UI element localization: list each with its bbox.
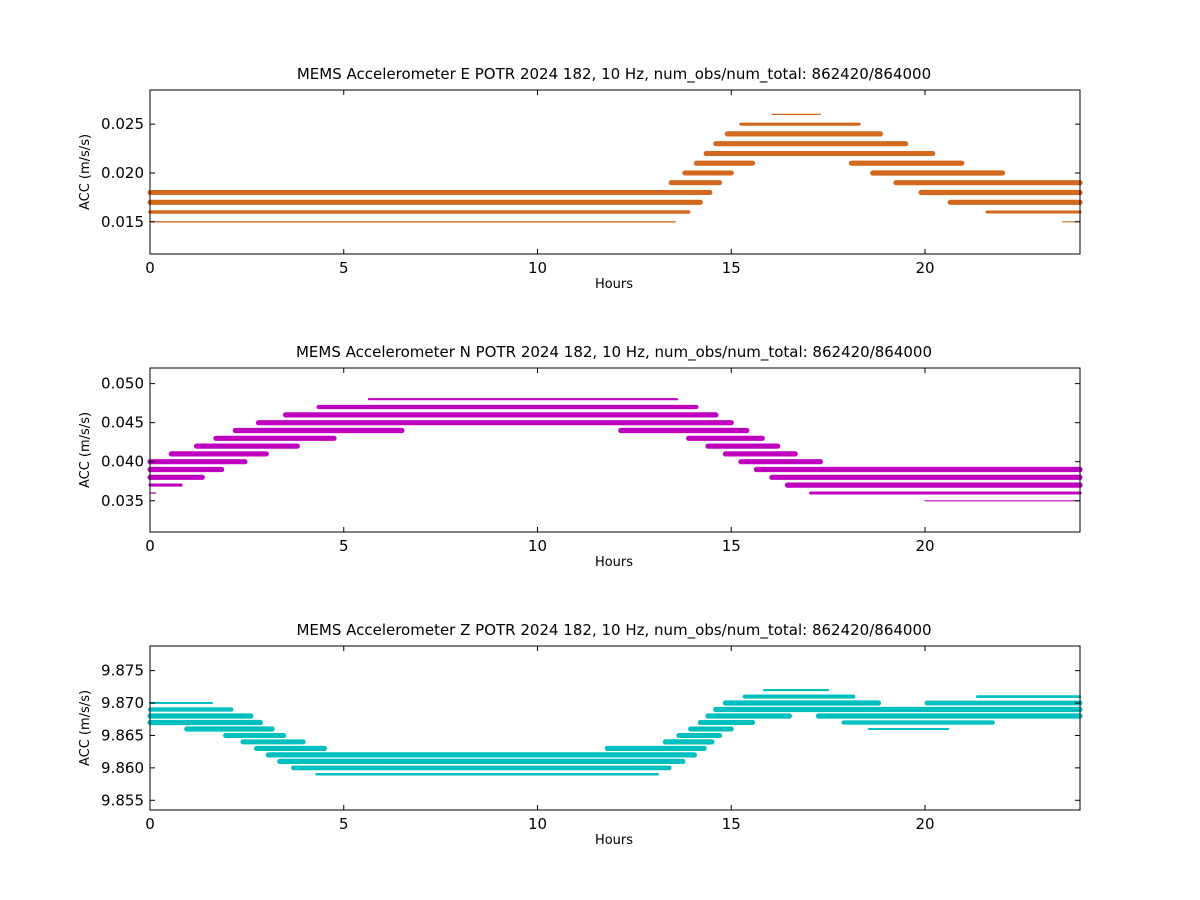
panel-n-xtick-label: 15 [722, 537, 741, 555]
panel-n-xlabel: Hours [595, 555, 633, 570]
panel-e-xtick-label: 0 [145, 259, 155, 277]
panel-z-ytick-label: 9.855 [101, 791, 144, 809]
panel-e-xtick-label: 20 [915, 259, 934, 277]
panel-n-ytick-label: 0.040 [101, 453, 144, 471]
panel-z: MEMS Accelerometer Z POTR 2024 182, 10 H… [78, 621, 1083, 848]
panel-n-plot-area [147, 398, 1083, 502]
panel-e-xlabel: Hours [595, 277, 633, 292]
panel-z-ytick-label: 9.875 [101, 662, 144, 680]
panel-z-xtick-label: 5 [339, 815, 349, 833]
panel-n-ytick-label: 0.035 [101, 492, 144, 510]
panel-z-xtick-label: 10 [528, 815, 547, 833]
panel-e-xtick-label: 5 [339, 259, 349, 277]
panel-z-xtick-label: 15 [722, 815, 741, 833]
panel-z-plot-area [147, 689, 1083, 776]
panel-z-ylabel: ACC (m/s/s) [78, 690, 93, 766]
panel-e-ylabel: ACC (m/s/s) [78, 134, 93, 210]
panel-z-ytick-label: 9.865 [101, 726, 144, 744]
panel-n-axes-frame [149, 367, 1081, 533]
panel-n: MEMS Accelerometer N POTR 2024 182, 10 H… [78, 343, 1083, 570]
panel-e-ytick-label: 0.015 [101, 213, 144, 231]
panel-n-xtick-label: 5 [339, 537, 349, 555]
panel-e-xtick-label: 15 [722, 259, 741, 277]
panel-n-xtick-label: 0 [145, 537, 155, 555]
panel-z-ytick-label: 9.870 [101, 694, 144, 712]
panel-n-xtick-label: 20 [915, 537, 934, 555]
panel-e-axes-frame [149, 89, 1081, 255]
panel-n-ytick-label: 0.050 [101, 375, 144, 393]
panel-z-ytick-label: 9.860 [101, 759, 144, 777]
panel-z-ticks: 0 5 10 15 20 9.855 9.860 9.865 9.870 9.875 [101, 646, 1080, 833]
panel-e-ytick-label: 0.020 [101, 164, 144, 182]
panel-z-xtick-label: 0 [145, 815, 155, 833]
panel-e-plot-area [147, 113, 1083, 223]
panel-e-title: MEMS Accelerometer E POTR 2024 182, 10 H… [297, 65, 931, 84]
panel-n-ylabel: ACC (m/s/s) [78, 412, 93, 488]
panel-z-xlabel: Hours [595, 833, 633, 848]
panel-e-xtick-label: 10 [528, 259, 547, 277]
panel-e-ticks: 0 5 10 15 20 0.015 0.020 0.025 [101, 90, 1080, 277]
panel-e-ytick-label: 0.025 [101, 115, 144, 133]
panel-n-ytick-label: 0.045 [101, 414, 144, 432]
panel-z-xtick-label: 20 [915, 815, 934, 833]
panel-z-axes-frame [149, 645, 1081, 811]
panel-z-title: MEMS Accelerometer Z POTR 2024 182, 10 H… [296, 621, 931, 640]
panel-n-xtick-label: 10 [528, 537, 547, 555]
panel-n-ticks: 0 5 10 15 20 0.035 0.040 0.045 0.050 [101, 368, 1080, 555]
panel-n-title: MEMS Accelerometer N POTR 2024 182, 10 H… [296, 343, 932, 362]
panel-e: MEMS Accelerometer E POTR 2024 182, 10 H… [78, 65, 1083, 292]
